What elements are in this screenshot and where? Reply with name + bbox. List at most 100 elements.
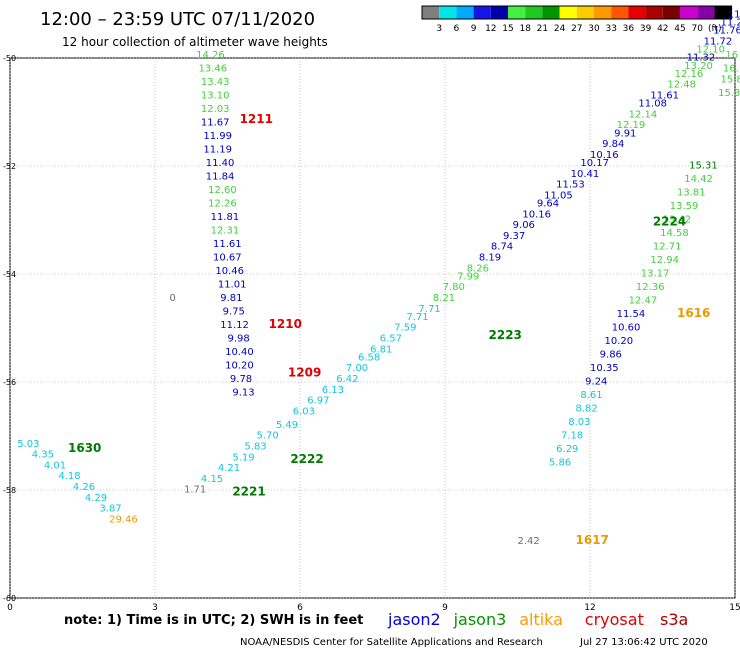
wave-height-label: 12.31	[211, 226, 240, 237]
colorbar-label: 15	[502, 24, 513, 34]
wave-height-label: 12.26	[208, 199, 237, 210]
wave-height-label: 15.32	[718, 88, 740, 99]
wave-height-label: 11.19	[203, 145, 232, 156]
wave-height-label: 10.67	[213, 253, 242, 264]
y-tick-label: -54	[3, 270, 16, 279]
wave-height-label: 6.13	[322, 385, 344, 396]
wave-height-label: 12.48	[667, 80, 696, 91]
wave-height-label: 12.03	[201, 104, 230, 115]
wave-height-label: 4.35	[32, 450, 54, 461]
wave-height-label: 5.03	[17, 439, 39, 450]
colorbar-label: 6	[454, 24, 460, 34]
wave-height-label: 12.19	[617, 120, 646, 131]
colorbar-swatch	[474, 6, 491, 19]
wave-height-label: 12.14	[629, 109, 658, 120]
legend-entry: s3a	[660, 610, 688, 629]
wave-height-label: 13.43	[201, 77, 230, 88]
colorbar-label: 21	[537, 24, 548, 34]
wave-height-label: 15.31	[689, 161, 718, 172]
wave-height-label: 4.18	[58, 471, 80, 482]
wave-height-label: 5.83	[244, 442, 266, 453]
colorbar-label: 18	[519, 24, 531, 34]
colorbar-label: 33	[605, 24, 616, 34]
pass-time-label: 2223	[489, 328, 522, 342]
wave-height-label: 8.19	[479, 253, 501, 264]
x-tick-label: 3	[152, 603, 158, 613]
wave-height-label: 8.03	[568, 417, 590, 428]
colorbar-swatch	[560, 6, 577, 19]
wave-height-label: 6.97	[307, 396, 329, 407]
wave-height-label: 5.86	[549, 458, 571, 469]
wave-height-label: 12.94	[650, 255, 679, 266]
wave-height-label: 10.41	[571, 169, 600, 180]
wave-height-label: 11.72	[704, 37, 733, 48]
wave-height-label: 9.06	[513, 220, 535, 231]
wave-height-label: 11.53	[556, 180, 585, 191]
colorbar-swatch	[697, 6, 714, 19]
colorbar-label: 36	[623, 24, 635, 34]
wave-height-label: 16.	[723, 64, 739, 75]
colorbar-label: 12	[485, 24, 496, 34]
y-tick-label: -58	[3, 486, 16, 495]
pass-time-label: 1617	[576, 533, 609, 547]
wave-height-label: 9.78	[230, 374, 252, 385]
colorbar-label: 3	[436, 24, 442, 34]
colorbar-swatch	[456, 6, 473, 19]
wave-height-label: 12.60	[208, 185, 237, 196]
colorbar-label: 45	[674, 24, 685, 34]
pass-time-label: 2222	[290, 452, 323, 466]
wave-height-label: 11.61	[650, 91, 679, 102]
colorbar-swatch	[680, 6, 697, 19]
colorbar-swatch	[611, 6, 628, 19]
wave-height-label: 11.99	[203, 131, 232, 142]
timestamp-text: Jul 27 13:06:42 UTC 2020	[579, 637, 708, 648]
map-title: 12:00 – 23:59 UTC 07/11/2020	[40, 9, 315, 30]
wave-height-label: 14.42	[684, 174, 713, 185]
wave-height-label: 12.71	[653, 242, 682, 253]
wave-height-label: 29.46	[109, 514, 138, 525]
wave-height-label: 14.26	[196, 50, 225, 61]
wave-height-label: 6.03	[293, 406, 315, 417]
x-tick-label: 6	[297, 603, 303, 613]
wave-height-label: 11.11	[728, 10, 740, 21]
colorbar-swatch	[508, 6, 525, 19]
wave-height-label: 9.13	[232, 388, 254, 399]
wave-height-label: 10.46	[215, 266, 244, 277]
altimeter-tracks: 14.2613.4613.4313.1012.0311.6711.9911.19…	[17, 10, 740, 548]
wave-height-label: 9.75	[223, 307, 245, 318]
wave-height-label: 11.01	[218, 280, 247, 291]
wave-height-label: 2.42	[518, 536, 540, 547]
wave-height-label: 6.42	[336, 374, 358, 385]
y-tick-label: -52	[3, 162, 16, 171]
wave-height-label: 4.01	[44, 460, 66, 471]
wave-height-label: 5.70	[257, 431, 279, 442]
wave-height-label: 4.29	[85, 493, 107, 504]
wave-height-label: 4.15	[201, 474, 223, 485]
wave-height-label: 14.58	[660, 228, 689, 239]
colorbar-label: 27	[571, 24, 582, 34]
colorbar-swatch	[646, 6, 663, 19]
wave-height-label: 11.12	[220, 320, 249, 331]
legend-entry: jason3	[453, 610, 507, 629]
wave-height-label: 8.21	[433, 293, 455, 304]
x-tick-label: 15	[729, 603, 740, 613]
wave-height-label: 7.00	[346, 363, 368, 374]
colorbar-label: 9	[471, 24, 477, 34]
pass-time-label: 2221	[232, 484, 265, 498]
wave-height-label: 6.81	[370, 344, 392, 355]
wave-height-label: 3.87	[99, 504, 121, 515]
colorbar-label: 70	[691, 24, 703, 34]
pass-time-label: 1630	[68, 441, 101, 455]
wave-height-label: 10.16	[590, 150, 619, 161]
wave-height-label: 10.60	[612, 323, 641, 334]
colorbar-swatch	[663, 6, 680, 19]
wave-height-label: 9.98	[228, 334, 250, 345]
wave-height-label: 7.59	[394, 323, 416, 334]
wave-height-label: 0	[170, 293, 176, 304]
wave-height-label: 9.81	[220, 293, 242, 304]
legend-entry: cryosat	[585, 610, 644, 629]
colorbar-swatch	[594, 6, 611, 19]
colorbar-label: 24	[554, 24, 566, 34]
